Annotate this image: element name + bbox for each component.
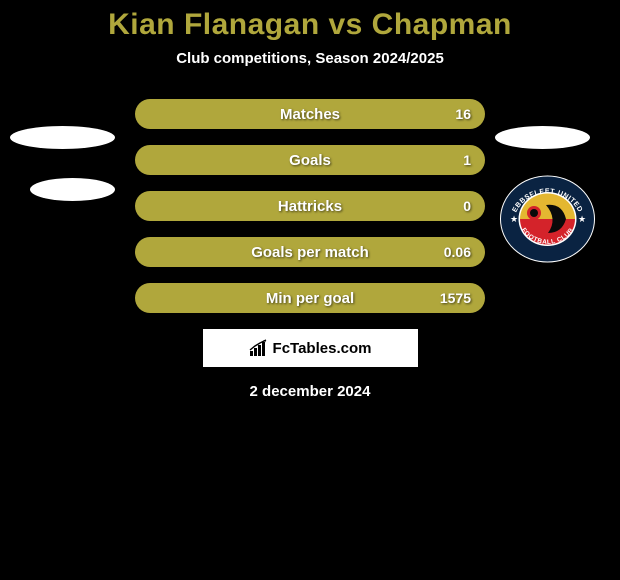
stat-label: Min per goal xyxy=(266,290,354,307)
stat-value-right: 0 xyxy=(463,198,471,214)
stat-label: Hattricks xyxy=(278,198,342,215)
stat-value-right: 0.06 xyxy=(444,244,471,260)
brand-text: FcTables.com xyxy=(273,340,372,357)
stats-area: Matches 16 Goals 1 Hattricks 0 Goals per… xyxy=(0,99,620,313)
page-title: Kian Flanagan vs Chapman xyxy=(0,0,620,42)
brand-box: FcTables.com xyxy=(203,329,418,367)
stat-row-goals-per-match: Goals per match 0.06 xyxy=(135,237,485,267)
stat-row-hattricks: Hattricks 0 xyxy=(135,191,485,221)
stat-row-goals: Goals 1 xyxy=(135,145,485,175)
chart-icon xyxy=(249,339,269,357)
stat-value-right: 1 xyxy=(463,152,471,168)
stat-row-min-per-goal: Min per goal 1575 xyxy=(135,283,485,313)
stat-value-right: 16 xyxy=(455,106,471,122)
stat-label: Goals per match xyxy=(251,244,369,261)
subtitle: Club competitions, Season 2024/2025 xyxy=(0,50,620,67)
stat-row-matches: Matches 16 xyxy=(135,99,485,129)
stat-value-right: 1575 xyxy=(440,290,471,306)
stat-label: Goals xyxy=(289,152,331,169)
stat-label: Matches xyxy=(280,106,340,123)
date-text: 2 december 2024 xyxy=(0,383,620,400)
